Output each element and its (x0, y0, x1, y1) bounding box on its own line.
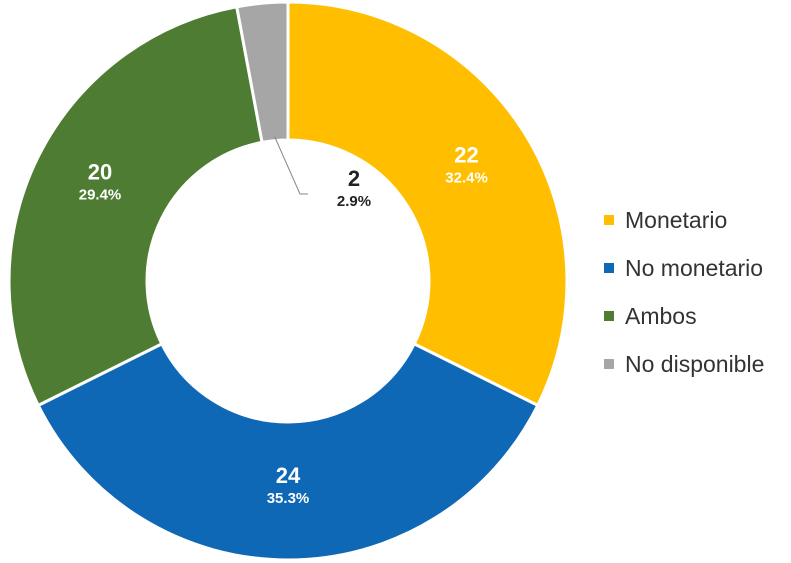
legend-item-no-monetario: No monetario (604, 244, 764, 292)
legend-item-no-disponible: No disponible (604, 340, 764, 388)
legend-swatch-no-disponible (604, 359, 614, 369)
data-label-percent-ambos: 29.4% (79, 186, 122, 203)
legend-swatch-monetario (604, 215, 614, 225)
legend-swatch-ambos (604, 311, 614, 321)
slice-ambos (7, 5, 264, 407)
leader-line-no-disponible (274, 136, 308, 195)
data-label-percent-monetario: 32.4% (445, 169, 488, 186)
data-label-percent-no-monetario: 35.3% (267, 490, 310, 507)
slice-no-disponible (235, 0, 290, 144)
legend-swatch-no-monetario (604, 263, 614, 273)
legend-label-monetario: Monetario (625, 206, 728, 233)
legend-label-no-disponible: No disponible (625, 350, 765, 377)
slice-no-monetario (36, 342, 540, 562)
data-label-count-ambos: 20 (88, 159, 112, 184)
slice-monetario (286, 0, 569, 407)
data-label-count-no-disponible: 2 (348, 166, 360, 191)
data-label-percent-no-disponible: 2.9% (337, 193, 371, 210)
legend-label-ambos: Ambos (625, 302, 697, 329)
data-label-count-monetario: 22 (454, 142, 478, 167)
data-label-count-no-monetario: 24 (276, 463, 301, 488)
legend-label-no-monetario: No monetario (625, 254, 764, 281)
legend-item-monetario: Monetario (604, 196, 764, 244)
chart-legend: Monetario No monetario Ambos No disponib… (604, 196, 764, 388)
legend-item-ambos: Ambos (604, 292, 764, 340)
